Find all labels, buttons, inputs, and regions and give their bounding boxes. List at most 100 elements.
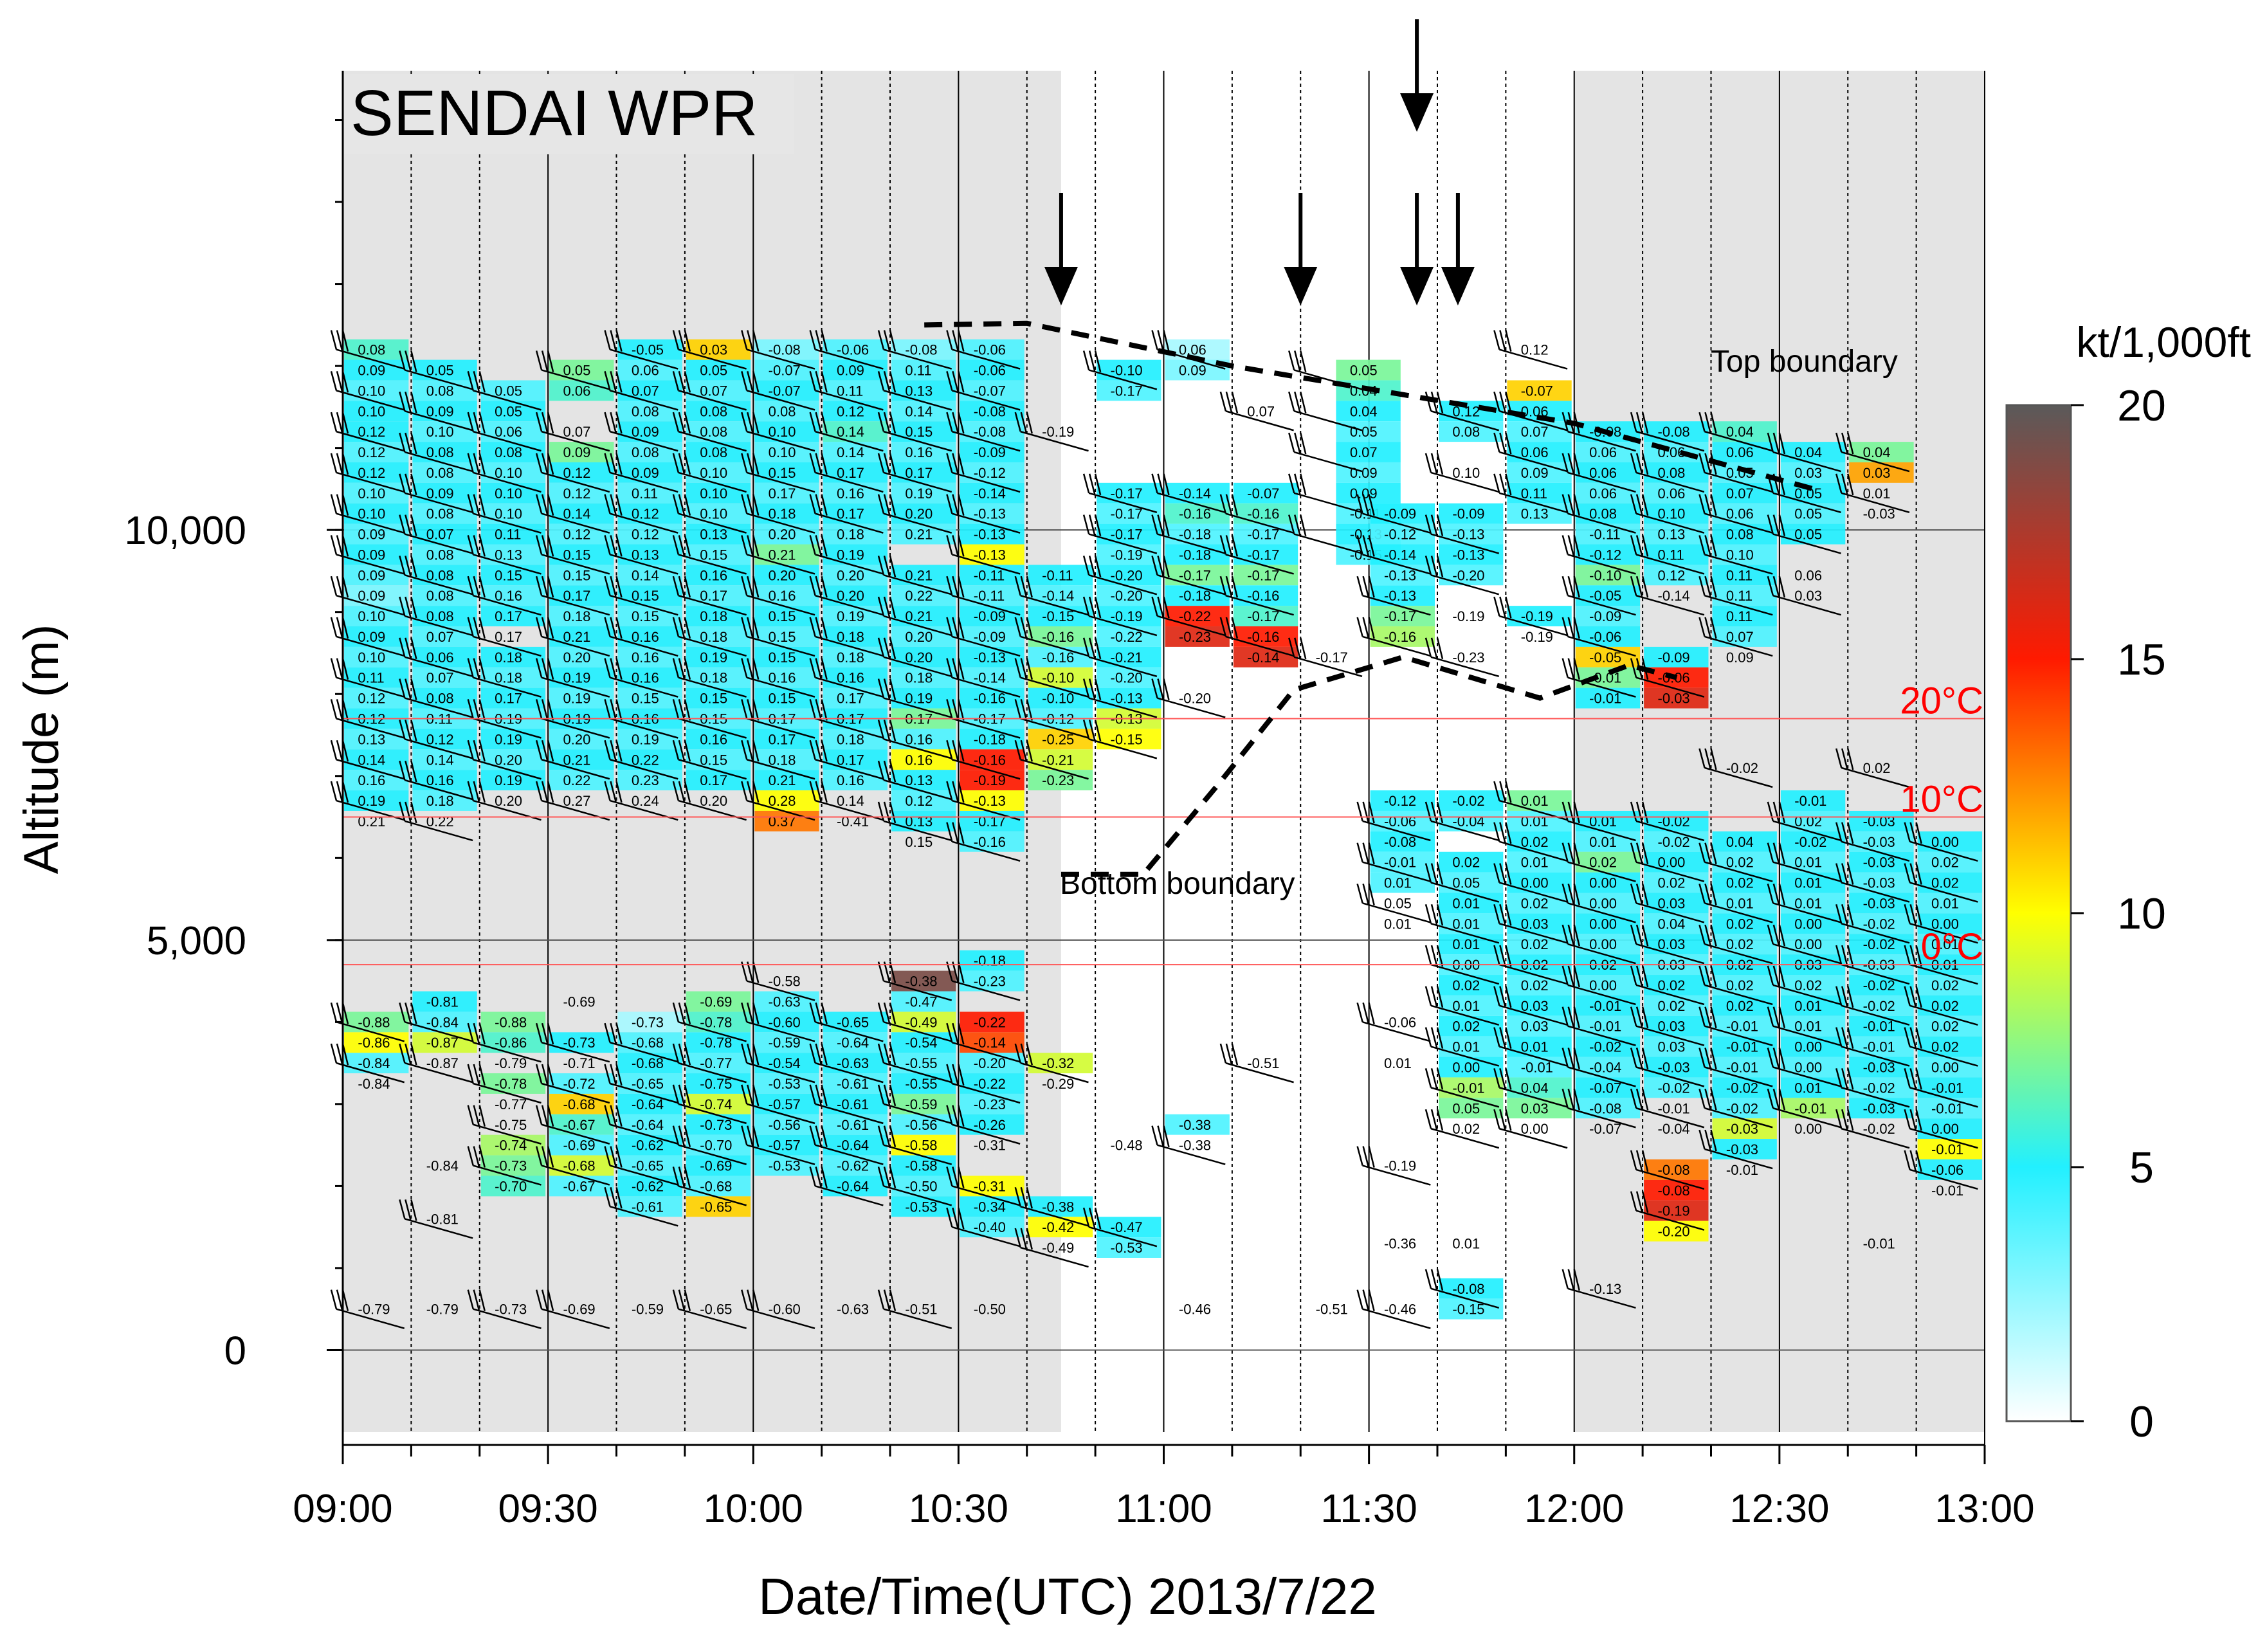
heatmap-cell [1849,913,1914,934]
wind-barb-flag [615,1146,623,1168]
wind-barb-flag [1026,740,1033,762]
wind-barb-flag [684,699,691,721]
cell-value: -0.16 [1247,629,1279,645]
cell-value: 0.10 [426,424,454,440]
wind-barb-shaft [952,759,1021,780]
wind-barb-flag [1567,801,1574,822]
wind-barb-flag [1082,1207,1090,1228]
wind-barb-flag [615,617,623,639]
wind-barb-flag [610,1146,617,1167]
wind-barb-flag [1630,494,1637,514]
wind-barb-shaft [883,697,952,718]
cell-value: 0.21 [563,629,591,645]
cell-value: -0.02 [1658,834,1690,850]
wind-barb-flag [1904,1109,1911,1129]
cell-value: 0.00 [1589,936,1617,952]
wind-barb-flag [672,330,680,350]
wind-barb-flag [399,1043,406,1064]
cell-value: 0.09 [1350,465,1378,481]
wind-barb-flag [1704,884,1711,905]
wind-barb-flag [752,1084,760,1107]
heatmap-cell [686,523,751,545]
wind-barb-flag [330,453,338,473]
heatmap-cell [1780,790,1846,811]
wind-barb-flag [741,781,748,801]
wind-barb-flag [399,555,406,576]
wind-barb-flag [610,453,617,474]
wind-barb-flag [1425,637,1432,658]
wind-barb-flag [741,576,748,596]
heatmap-cell [823,1012,888,1033]
wind-barb-flag [1294,637,1301,658]
wind-barb-shaft [1635,554,1705,575]
heatmap-cell [1028,687,1093,709]
colorbar-tick-label: 10 [2117,889,2166,938]
wind-barb-flag [473,1146,480,1167]
wind-barb-flag [547,1289,554,1311]
wind-barb-flag [1436,556,1444,577]
event-arrow-head-0 [1044,267,1078,305]
heatmap-cell [1644,995,1709,1016]
cell-value: 0.12 [632,506,659,522]
cell-value: 0.16 [700,567,727,583]
wind-barb-flag [1698,965,1706,986]
wind-barb-flag [405,720,412,741]
cell-value: -0.61 [837,1117,869,1133]
wind-barb-flag [399,514,406,534]
cell-value: -0.03 [1863,875,1895,891]
wind-barb-flag [1915,986,1922,1008]
wind-barb-flag [473,1022,480,1044]
cell-value: 0.14 [426,752,454,768]
heatmap-cell [1507,831,1572,852]
wind-barb-flag [821,412,828,434]
wind-barb-flag [610,576,617,597]
cell-value: -0.68 [700,1178,732,1194]
cell-value: -0.53 [769,1076,801,1092]
cell-value: 0.11 [1726,567,1753,583]
wind-barb-shaft [1635,984,1705,1006]
wind-barb-shaft [1499,1127,1568,1149]
cell-value: -0.22 [974,1076,1006,1092]
cell-value: 0.04 [1521,1080,1549,1096]
wind-barb-flag [672,781,680,801]
wind-barb-shaft [1499,1004,1568,1026]
cell-value: -0.17 [1179,567,1211,583]
heatmap-cell [617,1073,682,1094]
wind-barb-shaft [473,471,542,493]
cell-value: 0.15 [632,588,659,604]
wind-barb-shaft [541,718,610,739]
cell-value: -0.19 [974,772,1006,788]
heatmap-cell [891,503,956,524]
heatmap-cell [412,991,477,1012]
heatmap-cell [1097,523,1161,545]
wind-barb-shaft [1772,943,1841,965]
cell-value: 0.18 [426,793,454,809]
cell-value: 0.10 [358,403,385,419]
wind-barb-flag [405,1043,412,1064]
wind-barb-flag [399,391,406,412]
heatmap-cell [549,1155,614,1176]
wind-barb-flag [478,453,486,475]
wind-barb-shaft [336,718,405,739]
heatmap-cell [686,359,751,381]
cell-value: -0.56 [905,1117,937,1133]
wind-barb-flag [1561,412,1569,432]
cell-value: -0.29 [1042,1076,1074,1092]
wind-barb-flag [1904,945,1911,965]
heatmap-cell [1439,851,1504,873]
wind-barb-flag [336,740,343,761]
cell-value: 0.18 [837,649,864,666]
wind-barb-flag [684,1043,691,1066]
wind-barb-flag [1151,678,1158,698]
cell-value: -0.18 [1179,588,1211,604]
heatmap-cell [754,687,819,709]
cell-value: 0.17 [495,608,522,624]
wind-barb-shaft [952,676,1021,698]
wind-barb-flag [610,1064,617,1085]
wind-barb-flag [1767,1088,1774,1109]
wind-barb-flag [672,412,680,432]
wind-barb-shaft [1362,594,1431,616]
wind-barb-flag [330,658,338,678]
wind-barb-flag [1641,412,1649,434]
wind-barb-flag [815,1043,822,1064]
